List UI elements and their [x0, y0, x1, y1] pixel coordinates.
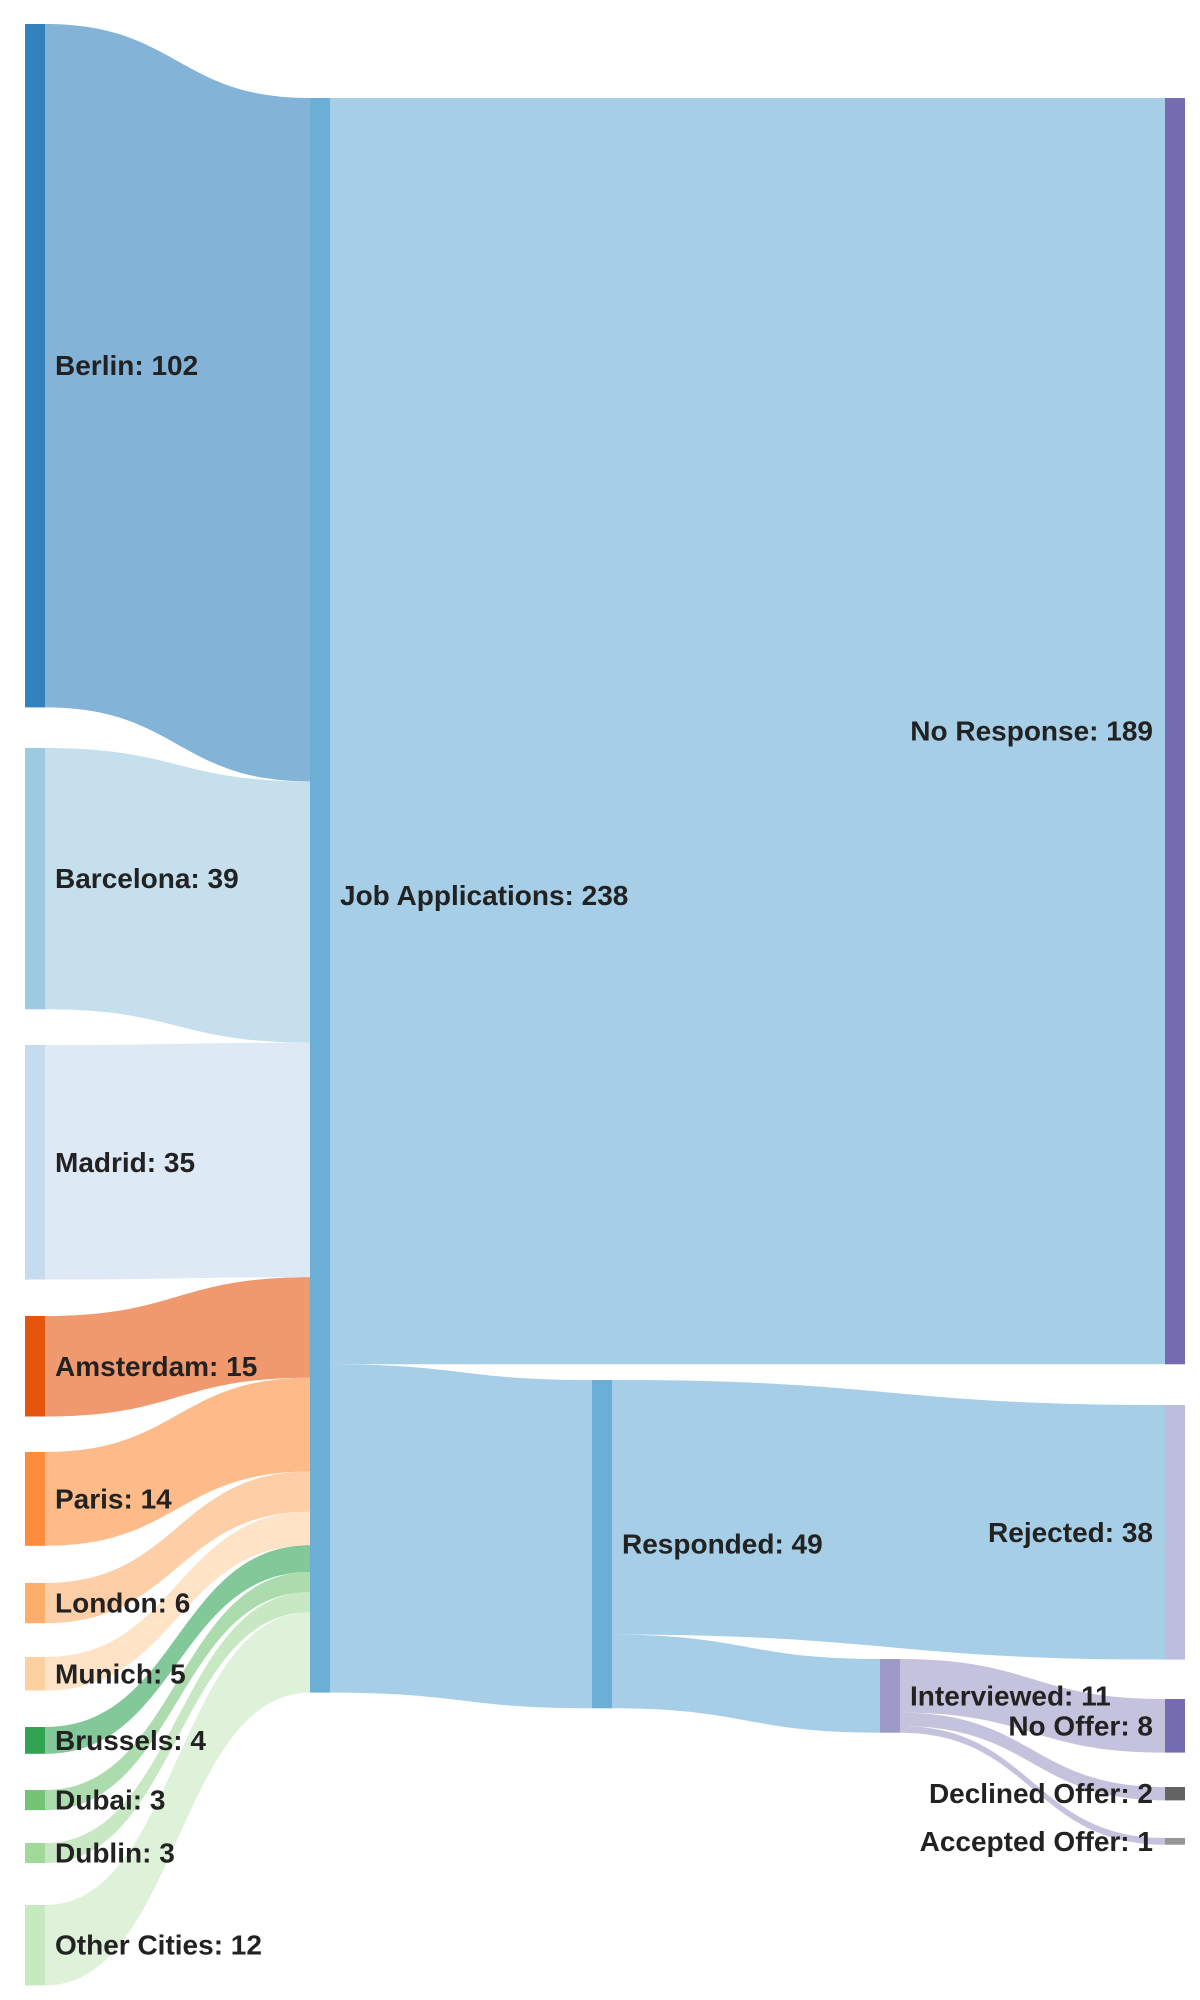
- link-responded-to-rejected: [612, 1380, 1165, 1660]
- node-label-declined: Declined Offer: 2: [929, 1778, 1153, 1809]
- link-interviewed-to-nooffer: [900, 1659, 1165, 1753]
- node-bar-declined: [1165, 1787, 1185, 1801]
- node-label-interviewed: Interviewed: 11: [910, 1680, 1111, 1711]
- node-label-amsterdam: Amsterdam: 15: [55, 1351, 257, 1382]
- link-interviewed-to-declined: [900, 1712, 1165, 1801]
- link-other-to-applications: [45, 1612, 310, 1986]
- nodes-layer: [25, 24, 1185, 1986]
- link-applications-to-noresponse: [330, 98, 1165, 1365]
- link-madrid-to-applications: [45, 1042, 310, 1280]
- node-bar-amsterdam: [25, 1316, 45, 1417]
- link-amsterdam-to-applications: [45, 1277, 310, 1417]
- node-label-rejected: Rejected: 38: [988, 1517, 1153, 1548]
- node-label-munich: Munich: 5: [55, 1658, 186, 1689]
- labels-layer: Berlin: 102 Barcelona: 39 Madrid: 35 Amster…: [55, 350, 1153, 1961]
- node-bar-rejected: [1165, 1405, 1185, 1660]
- node-bar-berlin: [25, 24, 45, 708]
- node-label-other: Other Cities: 12: [55, 1930, 262, 1961]
- link-dubai-to-applications: [45, 1572, 310, 1811]
- node-bar-accepted: [1165, 1838, 1185, 1845]
- node-label-responded: Responded: 49: [622, 1529, 823, 1560]
- node-label-dubai: Dubai: 3: [55, 1785, 165, 1816]
- node-bar-munich: [25, 1657, 45, 1691]
- node-label-madrid: Madrid: 35: [55, 1147, 195, 1178]
- link-paris-to-applications: [45, 1377, 310, 1546]
- node-label-barcelona: Barcelona: 39: [55, 863, 239, 894]
- node-label-accepted: Accepted Offer: 1: [920, 1826, 1153, 1857]
- node-bar-dubai: [25, 1790, 45, 1811]
- node-bar-other: [25, 1905, 45, 1986]
- node-bar-barcelona: [25, 748, 45, 1010]
- node-bar-applications: [310, 98, 330, 1693]
- link-interviewed-to-accepted: [900, 1726, 1165, 1845]
- link-dublin-to-applications: [45, 1592, 310, 1864]
- link-responded-to-interviewed: [612, 1634, 880, 1733]
- node-bar-paris: [25, 1452, 45, 1546]
- links-layer: [45, 24, 1165, 1986]
- link-london-to-applications: [45, 1471, 310, 1624]
- node-bar-brussels: [25, 1727, 45, 1754]
- node-bar-nooffer: [1165, 1699, 1185, 1753]
- node-label-nooffer: No Offer: 8: [1008, 1710, 1153, 1741]
- node-bar-interviewed: [880, 1659, 900, 1733]
- node-bar-madrid: [25, 1045, 45, 1280]
- node-label-brussels: Brussels: 4: [55, 1725, 206, 1756]
- node-label-london: London: 6: [55, 1588, 190, 1619]
- node-bar-london: [25, 1583, 45, 1624]
- link-brussels-to-applications: [45, 1545, 310, 1754]
- node-label-noresponse: No Response: 189: [910, 716, 1153, 747]
- node-bar-dublin: [25, 1843, 45, 1864]
- node-label-berlin: Berlin: 102: [55, 350, 198, 381]
- node-label-dublin: Dublin: 3: [55, 1838, 175, 1869]
- link-barcelona-to-applications: [45, 748, 310, 1043]
- node-label-applications: Job Applications: 238: [340, 880, 628, 911]
- link-berlin-to-applications: [45, 24, 310, 782]
- node-label-paris: Paris: 14: [55, 1483, 172, 1514]
- link-munich-to-applications: [45, 1511, 310, 1691]
- node-bar-responded: [592, 1380, 612, 1709]
- link-applications-to-responded: [330, 1364, 592, 1709]
- node-bar-noresponse: [1165, 98, 1185, 1365]
